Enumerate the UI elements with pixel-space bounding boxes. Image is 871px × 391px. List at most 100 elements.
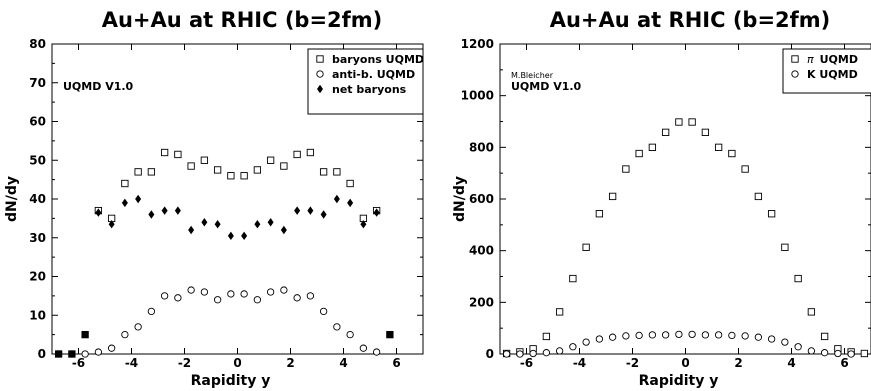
data-point bbox=[319, 168, 328, 176]
data-point bbox=[333, 323, 341, 331]
x-tick-label: -2 bbox=[178, 356, 191, 370]
legend-marker bbox=[316, 55, 324, 63]
data-point bbox=[622, 332, 630, 340]
data-point bbox=[542, 332, 551, 341]
y-axis-label: dN/dy bbox=[452, 176, 468, 222]
data-point bbox=[701, 331, 710, 339]
data-point bbox=[347, 198, 354, 208]
data-point bbox=[333, 194, 340, 204]
data-point bbox=[320, 210, 327, 219]
data-point bbox=[200, 156, 209, 164]
data-point bbox=[121, 330, 129, 339]
chart-panel-2: Au+Au at RHIC (b=2fm) 0 200 400 600 800 1000 12… bbox=[452, 8, 871, 389]
y-tick-label: 30 bbox=[29, 231, 46, 245]
y-tick-label: 400 bbox=[469, 244, 494, 258]
data-point bbox=[134, 323, 142, 331]
x-tick-label: -4 bbox=[125, 356, 138, 370]
data-point bbox=[266, 288, 275, 296]
data-point bbox=[121, 179, 129, 188]
series-1 bbox=[54, 148, 394, 358]
data-point bbox=[502, 350, 511, 358]
data-point bbox=[688, 330, 696, 339]
data-point bbox=[306, 292, 315, 300]
data-point bbox=[319, 307, 328, 316]
data-point bbox=[608, 192, 617, 201]
data-point bbox=[201, 218, 208, 227]
data-point bbox=[359, 344, 368, 352]
x-tick-label: 2 bbox=[286, 356, 294, 370]
series-2 bbox=[54, 286, 381, 358]
data-point bbox=[135, 194, 142, 204]
data-point bbox=[728, 149, 736, 158]
legend-marker bbox=[317, 84, 323, 94]
data-point bbox=[241, 231, 248, 241]
data-point bbox=[95, 208, 102, 217]
data-point bbox=[781, 243, 789, 251]
annotation-text: UQMD V1.0 bbox=[63, 80, 134, 93]
data-point bbox=[227, 231, 234, 241]
data-point bbox=[741, 332, 749, 340]
data-point bbox=[595, 210, 604, 218]
data-point bbox=[148, 210, 155, 219]
data-point bbox=[240, 172, 248, 180]
data-point bbox=[147, 168, 156, 176]
data-point bbox=[360, 219, 367, 229]
data-point bbox=[214, 219, 221, 229]
data-point bbox=[280, 162, 288, 170]
data-point bbox=[253, 296, 262, 304]
data-point bbox=[569, 274, 577, 283]
data-point bbox=[860, 349, 869, 358]
data-point bbox=[280, 286, 288, 294]
data-point bbox=[333, 168, 341, 176]
data-point bbox=[266, 156, 275, 164]
data-point bbox=[794, 343, 802, 351]
y-axis-label: dN/dy bbox=[4, 176, 20, 222]
y-tick-label: 20 bbox=[29, 270, 46, 284]
data-point bbox=[648, 331, 657, 339]
data-point bbox=[555, 347, 564, 355]
data-point bbox=[767, 335, 776, 343]
y-tick-label: 50 bbox=[29, 153, 46, 167]
data-point bbox=[147, 307, 156, 316]
data-point bbox=[622, 165, 630, 173]
legend-marker bbox=[791, 70, 799, 78]
legend-symbol: π bbox=[807, 53, 814, 66]
x-tick-label: 6 bbox=[840, 356, 848, 370]
legend-entry: π UQMD bbox=[807, 53, 858, 66]
data-point bbox=[555, 308, 564, 316]
legend-entry: net baryons bbox=[332, 83, 407, 96]
data-point bbox=[661, 128, 670, 136]
legend-marker bbox=[791, 55, 799, 63]
legend-entry: baryons UQMD bbox=[332, 53, 424, 66]
data-point bbox=[372, 348, 381, 356]
data-point bbox=[794, 274, 802, 283]
y-tick-label: 80 bbox=[29, 37, 46, 51]
y-tick-label: 40 bbox=[29, 192, 46, 206]
data-point bbox=[701, 128, 710, 136]
annotation-text: M.Bleicher bbox=[511, 71, 554, 80]
data-point bbox=[68, 350, 76, 358]
data-point bbox=[161, 206, 168, 215]
data-point bbox=[608, 333, 617, 341]
legend-entry: anti-b. UQMD bbox=[332, 68, 415, 81]
data-point bbox=[174, 150, 182, 159]
data-point bbox=[807, 347, 816, 355]
data-point bbox=[767, 210, 776, 218]
y-tick-label: 800 bbox=[469, 140, 494, 154]
legend: baryons UQMD anti-b. UQMD net baryons bbox=[307, 48, 424, 115]
data-point bbox=[675, 118, 683, 126]
data-point bbox=[834, 349, 842, 358]
data-point bbox=[240, 290, 248, 298]
data-point bbox=[108, 219, 115, 229]
data-point bbox=[635, 331, 643, 340]
data-point bbox=[516, 350, 524, 358]
legend: π UQMD K UQMD bbox=[782, 48, 871, 94]
data-point bbox=[635, 149, 643, 158]
data-point bbox=[820, 349, 829, 357]
data-point bbox=[728, 331, 736, 340]
data-point bbox=[346, 179, 354, 188]
y-tick-label: 10 bbox=[29, 308, 46, 322]
data-point bbox=[373, 208, 380, 217]
data-point bbox=[187, 162, 195, 170]
